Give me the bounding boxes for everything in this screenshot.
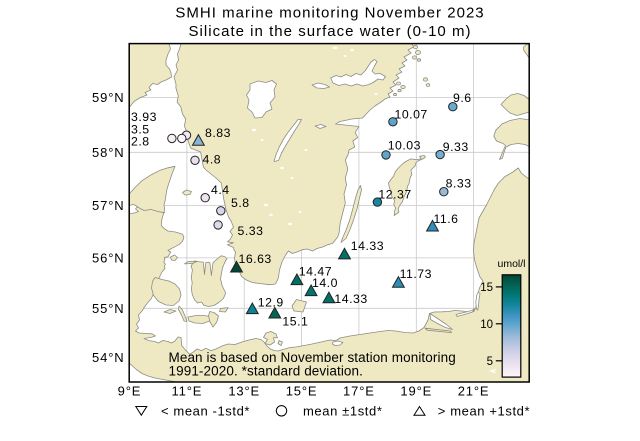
svg-text:16.63: 16.63: [239, 252, 272, 266]
svg-text:19°E: 19°E: [400, 384, 432, 399]
svg-text:Mean is based on November stat: Mean is based on November station monito…: [169, 350, 456, 365]
svg-text:Silicate in the surface water: Silicate in the surface water (0-10 m): [188, 23, 471, 40]
svg-text:mean ±1std*: mean ±1std*: [303, 403, 383, 418]
svg-text:13°E: 13°E: [228, 384, 260, 399]
svg-text:11.73: 11.73: [400, 267, 432, 281]
svg-text:5.33: 5.33: [238, 224, 264, 238]
svg-text:9°E: 9°E: [118, 384, 142, 399]
svg-text:SMHI marine monitoring Novembe: SMHI marine monitoring November 2023: [175, 5, 484, 22]
svg-text:4.8: 4.8: [203, 153, 222, 167]
svg-text:14.47: 14.47: [299, 265, 332, 279]
svg-text:11°E: 11°E: [172, 384, 203, 399]
svg-text:< mean -1std*: < mean -1std*: [161, 403, 250, 418]
svg-text:10.03: 10.03: [388, 139, 421, 153]
svg-text:14.0: 14.0: [312, 276, 338, 290]
svg-text:11.6: 11.6: [434, 212, 459, 226]
svg-text:9.6: 9.6: [453, 91, 472, 105]
svg-text:8.83: 8.83: [205, 126, 231, 140]
svg-text:55°N: 55°N: [92, 301, 124, 316]
svg-text:10: 10: [480, 319, 493, 331]
svg-text:5.8: 5.8: [231, 196, 250, 210]
svg-text:15: 15: [480, 282, 493, 294]
svg-text:21°E: 21°E: [458, 384, 490, 399]
svg-text:9.33: 9.33: [443, 140, 469, 154]
svg-text:umol/l: umol/l: [497, 258, 525, 270]
svg-text:15.1: 15.1: [282, 315, 308, 329]
svg-text:12.37: 12.37: [378, 188, 411, 202]
svg-text:57°N: 57°N: [92, 198, 124, 213]
svg-text:12.9: 12.9: [258, 295, 284, 309]
svg-text:3.5: 3.5: [131, 123, 150, 137]
svg-text:15°E: 15°E: [286, 384, 318, 399]
svg-text:5: 5: [487, 356, 493, 368]
svg-text:2.8: 2.8: [131, 134, 150, 148]
svg-text:1991-2020. *standard deviation: 1991-2020. *standard deviation.: [169, 364, 364, 379]
svg-text:10.07: 10.07: [395, 108, 428, 122]
svg-text:> mean +1std*: > mean +1std*: [438, 403, 530, 418]
svg-text:4.4: 4.4: [211, 183, 230, 197]
svg-text:17°E: 17°E: [343, 384, 375, 399]
svg-text:59°N: 59°N: [92, 90, 124, 105]
svg-text:14.33: 14.33: [351, 239, 384, 253]
svg-text:58°N: 58°N: [92, 145, 124, 160]
svg-text:14.33: 14.33: [334, 292, 367, 306]
svg-text:56°N: 56°N: [92, 250, 124, 265]
svg-text:8.33: 8.33: [446, 176, 472, 190]
svg-text:3.93: 3.93: [131, 110, 157, 124]
svg-text:54°N: 54°N: [92, 350, 124, 365]
